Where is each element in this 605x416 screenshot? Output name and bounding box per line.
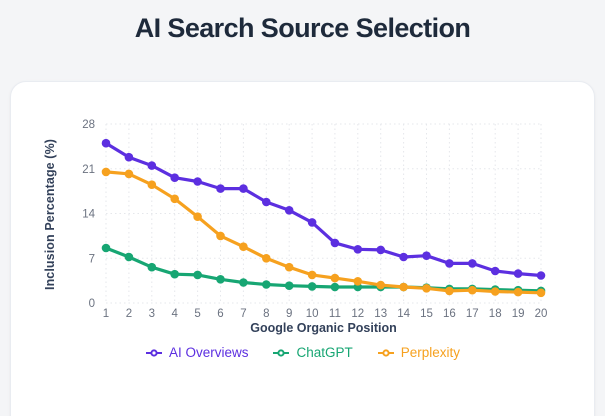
x-tick-label: 15 [420,308,433,320]
data-point[interactable] [216,184,225,193]
data-point[interactable] [468,259,477,268]
x-tick-label: 8 [263,308,269,320]
data-point[interactable] [513,269,523,278]
x-tick-label: 6 [217,308,223,320]
data-point[interactable] [262,280,271,289]
x-tick-label: 2 [126,308,132,320]
data-point[interactable] [536,271,546,280]
x-tick-label: 17 [466,308,479,320]
data-point[interactable] [307,218,317,227]
data-point[interactable] [239,184,248,193]
y-tick-label: 14 [82,209,95,221]
y-axis-title: Inclusion Percentage (%) [43,138,57,290]
chart-card: 1 2 3 4 5 6 7 8 9 10 11 12 13 14 15 16 17 18 19 20 0 7 14 21 28 … [10,81,595,416]
x-tick-label: 13 [374,308,387,320]
data-point[interactable] [101,138,111,148]
data-point[interactable] [307,270,317,280]
data-point[interactable] [422,251,431,260]
x-tick-label: 10 [306,308,319,320]
y-tick-label: 7 [89,253,95,265]
data-point[interactable] [262,197,271,207]
x-tick-label: 1 [103,308,109,320]
x-tick-label: 19 [512,308,525,320]
data-point[interactable] [353,277,363,286]
data-point[interactable] [193,212,202,221]
legend-label-chatgpt: ChatGPT [296,345,353,360]
y-tick-label: 0 [89,298,95,310]
data-point[interactable] [147,262,157,272]
x-tick-label: 5 [194,308,200,320]
data-point[interactable] [376,280,386,290]
y-tick-label: 21 [82,164,95,176]
data-point[interactable] [124,169,134,179]
x-tick-label: 3 [149,308,155,320]
data-point[interactable] [101,243,111,253]
x-axis-title: Google Organic Position [250,321,397,335]
series-line-0 [104,141,543,278]
data-point[interactable] [399,282,408,292]
x-tick-label: 7 [240,308,246,320]
data-point[interactable] [262,254,271,263]
data-point[interactable] [170,269,179,279]
data-point[interactable] [284,281,294,290]
data-point[interactable] [216,275,225,284]
data-point[interactable] [216,231,225,241]
perplexity-line-marker-icon [377,348,394,357]
data-point[interactable] [239,278,248,287]
x-tick-label: 11 [329,308,341,320]
x-tick-label: 16 [443,308,456,320]
data-point[interactable] [330,238,340,248]
data-point[interactable] [284,206,294,215]
legend-item-ai-overviews[interactable]: AI Overviews [145,345,249,360]
data-point[interactable] [536,288,546,298]
series-line-1 [104,246,543,293]
x-tick-label: 4 [171,308,178,320]
x-tick-label: 20 [535,308,548,320]
x-tick-label: 14 [397,308,410,320]
chart-legend: AI Overviews ChatGPT Perplexity [11,345,594,360]
data-point[interactable] [445,259,454,268]
y-tick-label: 28 [82,119,95,131]
data-point[interactable] [101,167,111,177]
data-point[interactable] [307,282,317,291]
x-tick-label: 18 [489,308,502,320]
data-point[interactable] [193,270,202,280]
data-point[interactable] [239,242,248,251]
data-point[interactable] [147,161,157,170]
data-point[interactable] [399,252,408,262]
data-point[interactable] [353,245,363,254]
page-title: AI Search Source Selection [134,13,471,43]
data-point[interactable] [147,180,157,189]
legend-label-perplexity: Perplexity [400,345,461,360]
data-point[interactable] [193,177,202,186]
data-point[interactable] [490,266,500,276]
legend-item-perplexity[interactable]: Perplexity [377,345,460,360]
data-point[interactable] [170,194,179,204]
data-point[interactable] [330,282,340,292]
ai-overviews-line-marker-icon [145,348,162,357]
data-point[interactable] [170,173,179,182]
data-point[interactable] [376,245,386,255]
data-point[interactable] [284,262,294,272]
data-point[interactable] [422,284,431,293]
data-point[interactable] [445,286,454,296]
chatgpt-line-marker-icon [273,348,290,357]
legend-item-chatgpt[interactable]: ChatGPT [272,345,353,360]
legend-label-ai-overviews: AI Overviews [168,345,249,360]
data-point[interactable] [490,287,500,296]
data-point[interactable] [124,152,134,162]
data-point[interactable] [513,287,523,297]
data-point[interactable] [330,273,340,283]
x-tick-label: 9 [286,308,292,320]
x-tick-label: 12 [351,308,364,320]
data-point[interactable] [124,252,134,262]
data-point[interactable] [468,285,477,295]
